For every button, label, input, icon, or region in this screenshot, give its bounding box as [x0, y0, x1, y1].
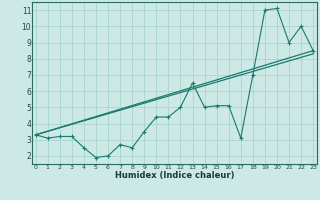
X-axis label: Humidex (Indice chaleur): Humidex (Indice chaleur): [115, 171, 234, 180]
